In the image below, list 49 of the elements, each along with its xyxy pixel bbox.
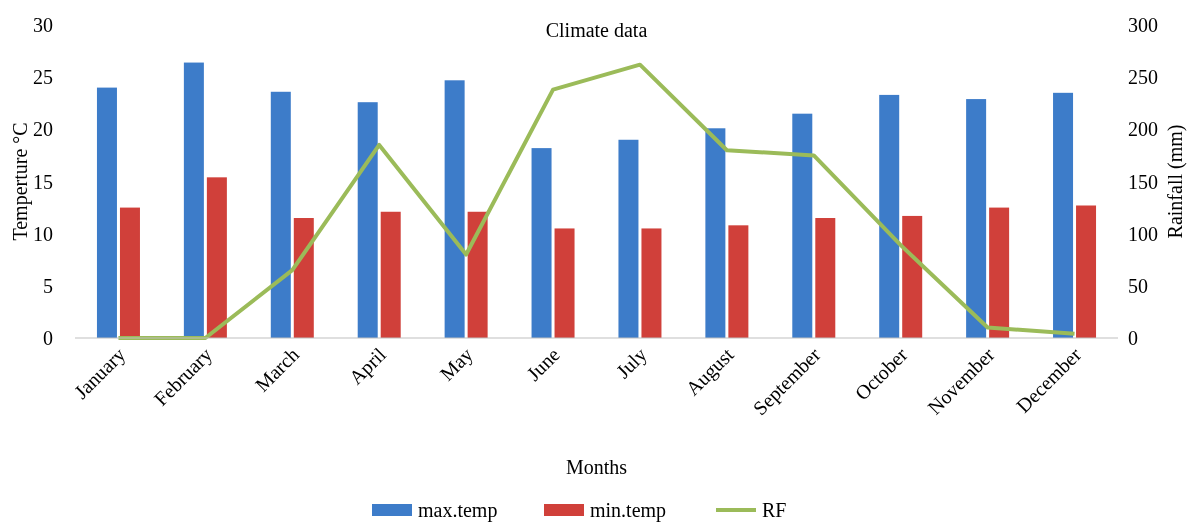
- legend-label: min.temp: [590, 499, 667, 522]
- bar: [270, 91, 291, 338]
- bar: [531, 148, 552, 338]
- y-tick-label: 5: [43, 274, 53, 297]
- y-tick-label: 10: [33, 222, 53, 245]
- y2-tick-label: 200: [1128, 118, 1158, 141]
- bar: [206, 177, 227, 338]
- y-tick-label: 25: [33, 66, 53, 89]
- bar: [119, 207, 140, 338]
- bar: [467, 211, 488, 338]
- bar: [1053, 92, 1074, 338]
- bar: [618, 139, 639, 338]
- bar: [902, 215, 923, 338]
- x-tick-label: July: [611, 343, 652, 384]
- y2-tick-label: 100: [1128, 222, 1158, 245]
- bar: [96, 87, 117, 338]
- x-tick-label: June: [522, 343, 564, 385]
- y-tick-label: 20: [33, 118, 53, 141]
- line-series: [116, 62, 1077, 340]
- y2-tick-label: 150: [1128, 170, 1158, 193]
- bar: [705, 128, 726, 338]
- bar: [879, 94, 900, 338]
- bar: [444, 80, 465, 338]
- y2-tick-label: 0: [1128, 327, 1138, 349]
- x-tick-label: May: [435, 343, 478, 386]
- bar: [792, 113, 813, 338]
- bar: [293, 218, 314, 338]
- bar: [554, 228, 575, 338]
- y-axis-title: Temperture °C: [9, 122, 32, 241]
- y-tick-label: 0: [43, 327, 53, 349]
- y2-axis-title: Rainfall (mm): [1164, 124, 1187, 239]
- bar: [966, 99, 987, 338]
- bar: [357, 102, 378, 338]
- y-tick-label: 30: [33, 14, 53, 36]
- y2-tick-label: 300: [1128, 14, 1158, 36]
- y-tick-label: 15: [33, 170, 53, 193]
- y2-tick-label: 50: [1128, 274, 1148, 297]
- bar: [1076, 205, 1097, 338]
- bar: [183, 62, 204, 338]
- bar: [815, 218, 836, 338]
- legend-label: RF: [762, 499, 787, 521]
- legend-label: max.temp: [418, 499, 498, 522]
- chart-title: Climate data: [545, 19, 648, 41]
- x-axis-title: Months: [565, 456, 628, 478]
- bar: [728, 225, 749, 338]
- bar: [989, 207, 1010, 338]
- y2-tick-label: 250: [1128, 66, 1158, 89]
- bar: [380, 211, 401, 338]
- bar: [641, 228, 662, 338]
